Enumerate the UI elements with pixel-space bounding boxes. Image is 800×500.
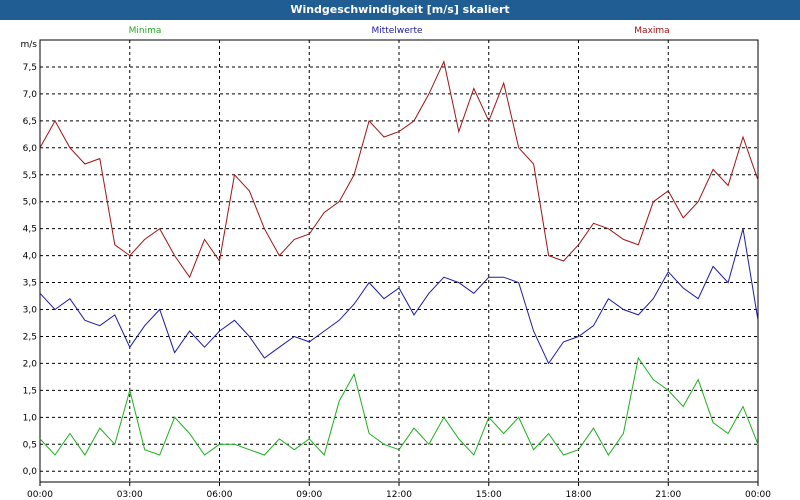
y-tick-label: 0,0 [23,467,38,477]
x-tick-time: 15:00 [476,490,502,500]
y-tick-label: 0,5 [23,440,37,450]
y-tick-label: 2,5 [23,332,37,342]
y-tick-label: 3,5 [23,279,37,289]
y-tick-label: 1,5 [23,386,37,396]
series-group [39,60,759,456]
y-tick-label: 5,0 [23,198,38,208]
y-tick-label: 5,5 [23,171,37,181]
chart-title: Windgeschwindigkeit [m/s] skaliert [290,3,510,16]
y-axis: 0,0 0,5 1,0 1,5 2,0 2,5 3,0 3,5 4,0 4,5 5,0 5,5 6,0 6… [21,40,38,477]
x-axis: 00:0008.01.2303:0008.01.2306:0008.01.230… [27,482,771,500]
x-tick-time: 18:00 [566,490,592,500]
x-tick-time: 12:00 [386,490,412,500]
y-tick-label: 3,0 [23,306,38,316]
legend: Minima Mittelwerte Maxima [129,26,670,36]
x-tick-time: 06:00 [207,490,233,500]
grid [40,40,758,482]
y-tick-label: 1,0 [23,413,38,423]
x-tick-time: 09:00 [296,490,322,500]
y-tick-label: 7,0 [23,90,38,100]
x-tick-time: 00:00 [27,490,53,500]
y-tick-label: 6,5 [23,117,37,127]
y-tick-label: 6,0 [23,144,38,154]
y-tick-label: 2,0 [23,359,38,369]
legend-minima: Minima [129,26,162,36]
y-axis-unit: m/s [21,40,38,50]
legend-maxima: Maxima [634,26,669,36]
x-tick-time: 00:00 [745,490,771,500]
title-bar [0,0,800,20]
chart-area: 0,0 0,5 1,0 1,5 2,0 2,5 3,0 3,5 4,0 4,5 5,0 5,5 6,0 6… [21,26,772,500]
legend-mittelwerte: Mittelwerte [371,26,422,36]
series-line-mittelwerte [39,228,759,365]
y-tick-label: 7,5 [23,63,37,73]
series-line-maxima [39,60,759,279]
series-line-minima [39,356,759,456]
y-tick-label: 4,5 [23,225,37,235]
y-tick-label: 4,0 [23,252,38,262]
x-tick-time: 03:00 [117,490,143,500]
x-tick-time: 21:00 [655,490,681,500]
